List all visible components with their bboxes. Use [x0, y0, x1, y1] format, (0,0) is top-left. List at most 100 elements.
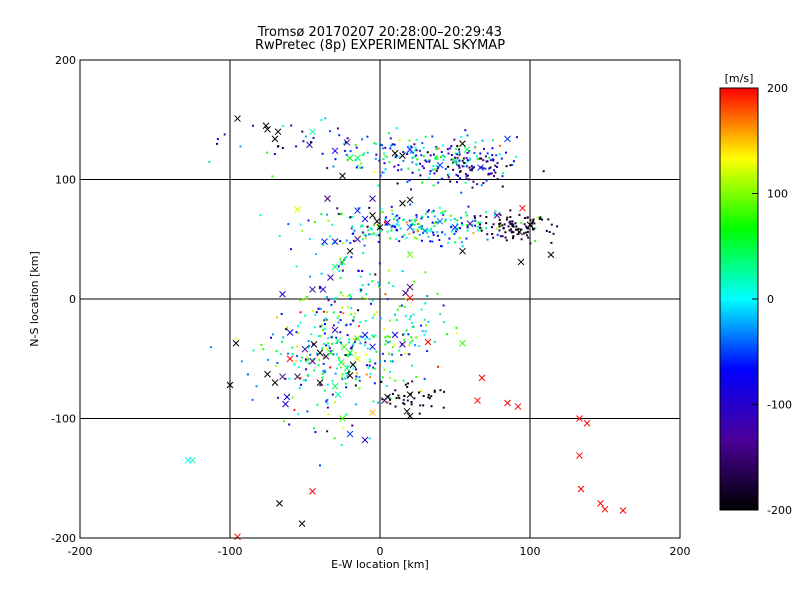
cross-stroke [406, 223, 414, 231]
data-point-dot [377, 401, 380, 404]
data-point-dot [405, 237, 408, 240]
data-point-dot [394, 215, 397, 218]
data-point-dot [372, 335, 375, 338]
cross-stroke [406, 196, 414, 204]
data-point-dot [423, 318, 426, 321]
data-point-dot [352, 319, 355, 322]
data-point-dot [396, 214, 399, 217]
data-point-dot [372, 366, 375, 369]
data-point-dot [515, 228, 518, 231]
data-point-dot [388, 281, 391, 284]
data-point-dot [282, 125, 285, 128]
data-point-dot [329, 366, 332, 369]
data-point-dot [277, 145, 280, 148]
data-point-dot [496, 166, 499, 169]
data-point-dot [427, 235, 430, 238]
data-point-dot [295, 331, 298, 334]
data-point-dot [334, 158, 337, 161]
data-point-dot [340, 376, 343, 379]
data-point-dot [417, 391, 420, 394]
data-point-dot [390, 226, 393, 229]
data-point-dot [389, 360, 392, 363]
data-point-dot [496, 162, 499, 165]
data-point-dot [358, 379, 361, 382]
data-point-dot [402, 398, 405, 401]
data-point-dot [485, 211, 488, 214]
data-point-dot [322, 342, 325, 345]
data-point-cross [384, 219, 391, 226]
data-point-dot [353, 316, 356, 319]
data-point-dot [366, 364, 369, 367]
data-point-dot [447, 176, 450, 179]
data-point-dot [301, 356, 304, 359]
data-point-dot [325, 296, 328, 299]
data-point-dot [408, 344, 411, 347]
data-point-dot [501, 224, 504, 227]
data-point-cross [339, 258, 346, 266]
data-point-dot [364, 234, 367, 237]
data-point-dot [381, 352, 384, 355]
data-point-dot [523, 217, 526, 220]
data-point-dot [442, 213, 445, 216]
data-point-cross [406, 412, 414, 420]
data-point-dot [498, 144, 501, 147]
data-point-dot [351, 215, 354, 218]
data-point-dot [371, 334, 374, 337]
cross-stroke [466, 220, 474, 228]
data-point-dot [408, 179, 411, 182]
data-point-dot [383, 162, 386, 165]
data-point-dot [325, 344, 328, 347]
data-point-dot [512, 231, 515, 234]
data-point-cross [339, 172, 346, 180]
data-point-dot [371, 280, 374, 283]
data-point-dot [526, 216, 529, 219]
cross-stroke [298, 520, 306, 528]
data-point-dot [473, 215, 476, 218]
data-point-dot [427, 209, 430, 212]
data-point-dot [435, 148, 438, 151]
data-point-dot [416, 230, 419, 233]
data-point-dot [259, 214, 262, 217]
data-point-dot [409, 315, 412, 318]
data-point-dot [302, 140, 305, 143]
data-point-dot [414, 218, 417, 221]
data-point-dot [358, 376, 361, 379]
data-point-dot [488, 167, 491, 170]
data-point-dot [454, 228, 457, 231]
cross-stroke [504, 135, 511, 143]
data-point-dot [458, 148, 461, 151]
x-axis-label: E-W location [km] [331, 558, 429, 571]
data-point-dot [440, 211, 443, 214]
data-point-dot [410, 321, 413, 324]
data-point-dot [344, 141, 347, 144]
data-point-dot [321, 347, 324, 350]
data-point-dot [362, 251, 365, 254]
data-point-dot [461, 165, 464, 168]
data-point-dot [338, 134, 341, 137]
data-point-dot [450, 158, 453, 161]
data-point-dot [391, 143, 394, 146]
data-point-dot [322, 329, 325, 332]
data-point-dot [464, 172, 467, 175]
data-point-cross [334, 391, 342, 398]
data-point-cross [327, 274, 334, 281]
data-point-dot [415, 237, 418, 240]
data-point-cross [406, 294, 414, 302]
data-point-dot [349, 241, 352, 244]
data-point-dot [492, 159, 495, 162]
data-point-dot [442, 304, 445, 307]
data-point-dot [398, 139, 401, 142]
data-point-dot [337, 265, 340, 268]
data-point-dot [403, 403, 406, 406]
data-point-dot [345, 413, 348, 416]
data-point-dot [447, 152, 450, 155]
data-point-dot [364, 319, 367, 322]
data-point-dot [349, 216, 352, 219]
data-point-dot [485, 227, 488, 230]
data-point-dot [336, 367, 339, 370]
data-point-dot [509, 222, 512, 225]
data-point-dot [361, 138, 364, 141]
data-point-dot [392, 218, 395, 221]
data-point-dot [389, 370, 392, 373]
data-point-dot [453, 232, 456, 235]
